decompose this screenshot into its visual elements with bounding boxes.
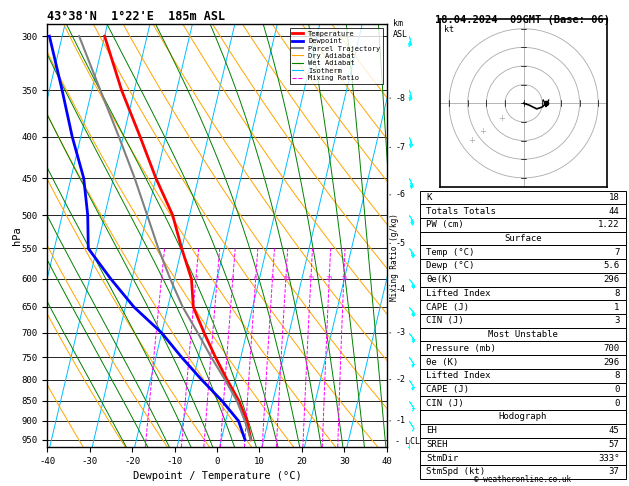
Text: Pressure (mb): Pressure (mb) bbox=[426, 344, 496, 353]
Text: 20: 20 bbox=[325, 277, 333, 281]
Text: θe(K): θe(K) bbox=[426, 275, 454, 284]
Text: -5: -5 bbox=[395, 239, 405, 248]
Text: hPa: hPa bbox=[11, 226, 21, 245]
Text: -8: -8 bbox=[395, 94, 405, 103]
Text: km
ASL: km ASL bbox=[393, 19, 408, 39]
Text: Hodograph: Hodograph bbox=[499, 413, 547, 421]
Text: -3: -3 bbox=[395, 329, 405, 337]
Text: 1: 1 bbox=[614, 303, 620, 312]
Text: 3: 3 bbox=[614, 316, 620, 326]
Text: kt: kt bbox=[443, 25, 454, 34]
Text: -7: -7 bbox=[395, 143, 405, 152]
Text: 45: 45 bbox=[609, 426, 620, 435]
Text: +: + bbox=[498, 114, 504, 122]
Text: 18: 18 bbox=[609, 193, 620, 202]
Text: 6: 6 bbox=[253, 277, 257, 281]
Text: 8: 8 bbox=[614, 371, 620, 380]
Text: 333°: 333° bbox=[598, 453, 620, 463]
Text: PW (cm): PW (cm) bbox=[426, 220, 464, 229]
Text: 5.6: 5.6 bbox=[603, 261, 620, 271]
Text: 25: 25 bbox=[340, 277, 347, 281]
Text: 43°38'N  1°22'E  185m ASL: 43°38'N 1°22'E 185m ASL bbox=[47, 10, 225, 23]
Text: CAPE (J): CAPE (J) bbox=[426, 303, 469, 312]
Text: 0: 0 bbox=[614, 399, 620, 408]
Text: 4: 4 bbox=[231, 277, 235, 281]
Text: SREH: SREH bbox=[426, 440, 448, 449]
Text: 296: 296 bbox=[603, 275, 620, 284]
Text: CIN (J): CIN (J) bbox=[426, 316, 464, 326]
Text: 296: 296 bbox=[603, 358, 620, 366]
Text: 1.22: 1.22 bbox=[598, 220, 620, 229]
X-axis label: Dewpoint / Temperature (°C): Dewpoint / Temperature (°C) bbox=[133, 471, 301, 482]
Text: K: K bbox=[426, 193, 432, 202]
Text: Mixing Ratio (g/kg): Mixing Ratio (g/kg) bbox=[390, 213, 399, 301]
Text: Lifted Index: Lifted Index bbox=[426, 289, 491, 298]
Legend: Temperature, Dewpoint, Parcel Trajectory, Dry Adiabat, Wet Adiabat, Isotherm, Mi: Temperature, Dewpoint, Parcel Trajectory… bbox=[289, 28, 383, 84]
Text: Temp (°C): Temp (°C) bbox=[426, 248, 475, 257]
Text: -2: -2 bbox=[395, 375, 405, 384]
Text: 2: 2 bbox=[194, 277, 198, 281]
Text: 57: 57 bbox=[609, 440, 620, 449]
Text: 37: 37 bbox=[609, 468, 620, 476]
Text: +: + bbox=[479, 127, 486, 136]
Text: 8: 8 bbox=[614, 289, 620, 298]
Text: -6: -6 bbox=[395, 191, 405, 199]
Text: 10: 10 bbox=[282, 277, 289, 281]
Text: CIN (J): CIN (J) bbox=[426, 399, 464, 408]
Text: 15: 15 bbox=[307, 277, 314, 281]
Text: -4: -4 bbox=[395, 285, 405, 294]
Text: Surface: Surface bbox=[504, 234, 542, 243]
Text: 1: 1 bbox=[160, 277, 164, 281]
Text: 7: 7 bbox=[614, 248, 620, 257]
Text: 0: 0 bbox=[614, 385, 620, 394]
Text: Most Unstable: Most Unstable bbox=[488, 330, 558, 339]
Text: 8: 8 bbox=[270, 277, 274, 281]
Text: StmDir: StmDir bbox=[426, 453, 459, 463]
Text: Dewp (°C): Dewp (°C) bbox=[426, 261, 475, 271]
Text: θe (K): θe (K) bbox=[426, 358, 459, 366]
Text: 700: 700 bbox=[603, 344, 620, 353]
Text: EH: EH bbox=[426, 426, 437, 435]
Text: 3: 3 bbox=[215, 277, 219, 281]
Text: 44: 44 bbox=[609, 207, 620, 216]
Text: +: + bbox=[468, 136, 475, 145]
Text: StmSpd (kt): StmSpd (kt) bbox=[426, 468, 486, 476]
Text: CAPE (J): CAPE (J) bbox=[426, 385, 469, 394]
Text: -1: -1 bbox=[395, 417, 405, 425]
Text: Lifted Index: Lifted Index bbox=[426, 371, 491, 380]
Text: Totals Totals: Totals Totals bbox=[426, 207, 496, 216]
Text: 18.04.2024  09GMT (Base: 06): 18.04.2024 09GMT (Base: 06) bbox=[435, 15, 610, 25]
Text: - LCL: - LCL bbox=[395, 437, 420, 446]
Text: © weatheronline.co.uk: © weatheronline.co.uk bbox=[474, 474, 572, 484]
